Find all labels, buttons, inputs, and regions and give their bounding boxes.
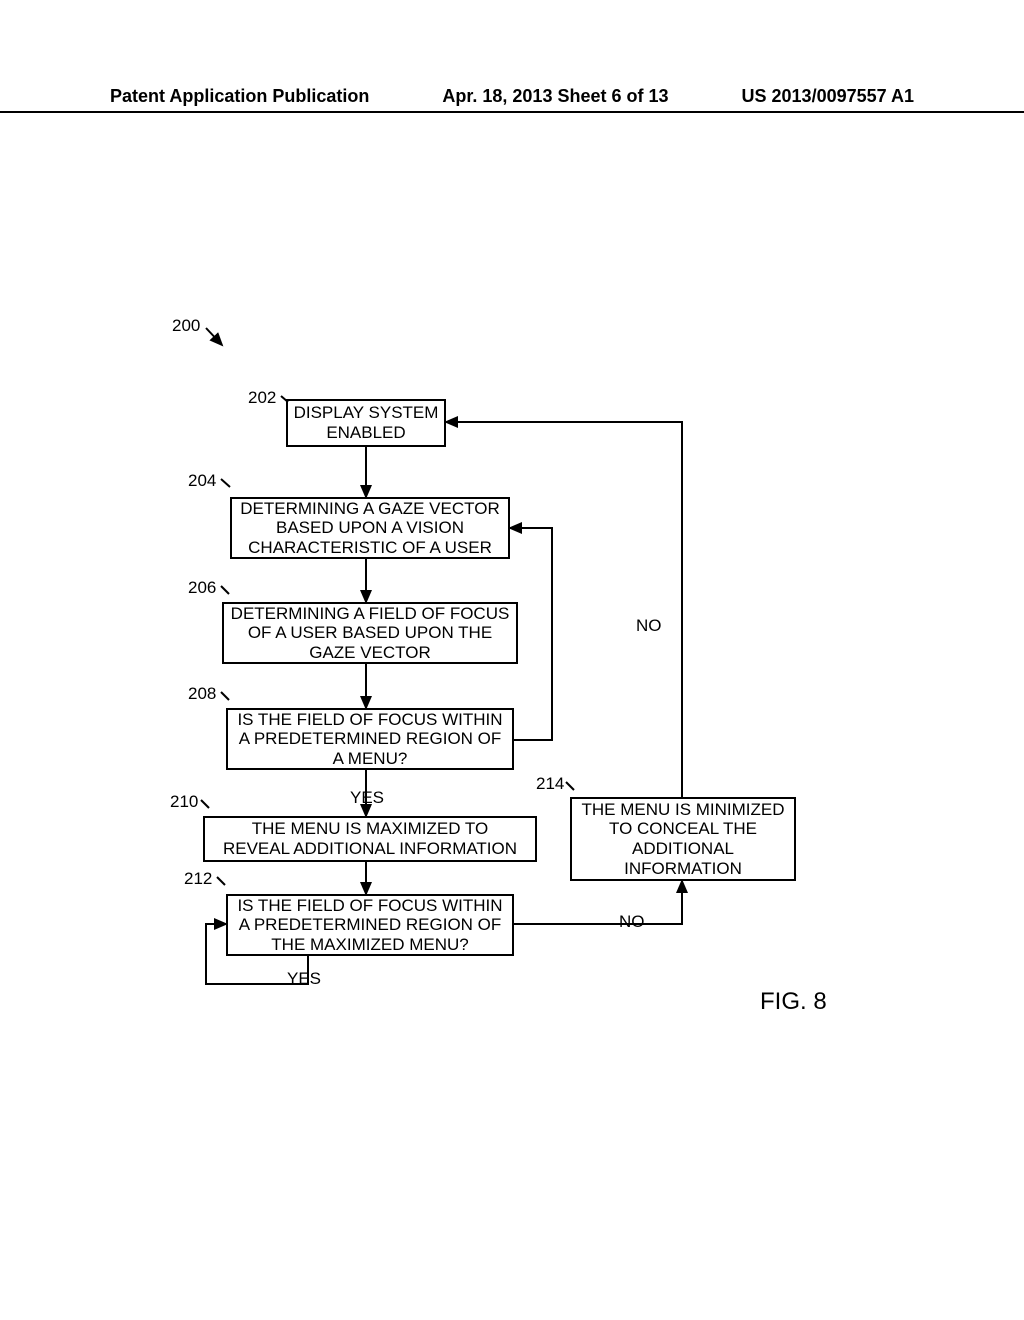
arrow-ref200-arrow — [206, 328, 222, 345]
ref-200: 200 — [172, 316, 200, 336]
ref-212: 212 — [184, 869, 212, 889]
box-text: DETERMINING A GAZE VECTORBASED UPON A VI… — [240, 499, 499, 558]
edge-label-no-2: NO — [619, 912, 645, 932]
arrow-ref212-hook — [217, 877, 225, 885]
box-determining-gaze-vector: DETERMINING A GAZE VECTORBASED UPON A VI… — [230, 497, 510, 559]
header-center: Apr. 18, 2013 Sheet 6 of 13 — [442, 86, 668, 107]
ref-206: 206 — [188, 578, 216, 598]
edge-label-yes-2: YES — [287, 969, 321, 989]
ref-208: 208 — [188, 684, 216, 704]
box-text: THE MENU IS MAXIMIZED TOREVEAL ADDITIONA… — [223, 819, 517, 858]
ref-210: 210 — [170, 792, 198, 812]
box-text: DETERMINING A FIELD OF FOCUSOF A USER BA… — [231, 604, 510, 663]
arrow-ref206-hook — [221, 586, 229, 594]
arrow-ref204-hook — [221, 479, 230, 487]
box-text: THE MENU IS MINIMIZEDTO CONCEAL THEADDIT… — [581, 800, 784, 878]
header-left: Patent Application Publication — [110, 86, 369, 107]
box-display-system-enabled: DISPLAY SYSTEMENABLED — [286, 399, 446, 447]
box-determining-field-of-focus: DETERMINING A FIELD OF FOCUSOF A USER BA… — [222, 602, 518, 664]
page: Patent Application Publication Apr. 18, … — [0, 0, 1024, 1320]
patent-header-inner: Patent Application Publication Apr. 18, … — [0, 86, 1024, 107]
box-menu-maximized: THE MENU IS MAXIMIZED TOREVEAL ADDITIONA… — [203, 816, 537, 862]
ref-214: 214 — [536, 774, 564, 794]
header-right: US 2013/0097557 A1 — [742, 86, 914, 107]
edge-label-no-1: NO — [636, 616, 662, 636]
box-text: IS THE FIELD OF FOCUS WITHINA PREDETERMI… — [237, 710, 502, 769]
patent-header: Patent Application Publication Apr. 18, … — [0, 86, 1024, 113]
box-menu-minimized: THE MENU IS MINIMIZEDTO CONCEAL THEADDIT… — [570, 797, 796, 881]
figure-label: FIG. 8 — [760, 988, 827, 1016]
arrow-ref208-hook — [221, 692, 229, 700]
edge-label-yes-1: YES — [350, 788, 384, 808]
ref-202: 202 — [248, 388, 276, 408]
arrow-ref210-hook — [201, 800, 209, 808]
box-text: DISPLAY SYSTEMENABLED — [294, 403, 439, 442]
box-is-focus-within-menu: IS THE FIELD OF FOCUS WITHINA PREDETERMI… — [226, 708, 514, 770]
arrow-ref214-hook — [566, 782, 574, 790]
arrow-a212-no-214 — [514, 881, 682, 924]
box-is-focus-within-maximized-menu: IS THE FIELD OF FOCUS WITHINA PREDETERMI… — [226, 894, 514, 956]
ref-204: 204 — [188, 471, 216, 491]
box-text: IS THE FIELD OF FOCUS WITHINA PREDETERMI… — [237, 896, 502, 955]
